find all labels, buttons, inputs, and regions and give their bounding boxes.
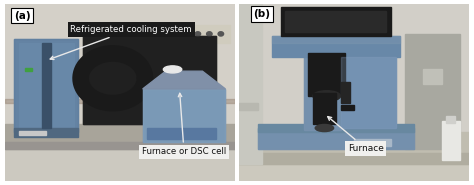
- Bar: [258, 128, 414, 149]
- Bar: [281, 7, 391, 36]
- Bar: [26, 68, 32, 71]
- Bar: [18, 131, 46, 135]
- Bar: [405, 34, 460, 149]
- Bar: [5, 142, 235, 149]
- Text: (a): (a): [14, 11, 30, 21]
- Bar: [42, 43, 51, 128]
- Bar: [83, 36, 216, 125]
- Bar: [258, 128, 414, 149]
- Bar: [147, 128, 216, 139]
- Bar: [18, 43, 73, 128]
- Ellipse shape: [164, 66, 182, 73]
- Text: Furnace: Furnace: [328, 117, 384, 153]
- Bar: [304, 30, 340, 130]
- Text: (b): (b): [253, 9, 270, 19]
- Bar: [272, 36, 400, 43]
- Bar: [308, 53, 345, 96]
- Circle shape: [207, 32, 212, 36]
- Bar: [340, 57, 396, 128]
- Bar: [239, 103, 258, 110]
- Bar: [239, 132, 469, 164]
- Bar: [313, 92, 336, 125]
- Bar: [258, 125, 414, 132]
- Bar: [14, 128, 78, 137]
- Bar: [340, 105, 354, 110]
- Bar: [143, 89, 226, 142]
- Bar: [340, 82, 350, 103]
- Bar: [5, 125, 235, 149]
- Bar: [239, 4, 469, 137]
- Circle shape: [195, 32, 201, 36]
- Polygon shape: [143, 71, 226, 89]
- Bar: [423, 69, 442, 84]
- Bar: [5, 99, 235, 103]
- Text: Refrigerated cooling system: Refrigerated cooling system: [50, 25, 192, 60]
- Text: Furnace or DSC cell: Furnace or DSC cell: [142, 93, 226, 157]
- Bar: [5, 4, 235, 128]
- Bar: [14, 39, 78, 132]
- Circle shape: [218, 32, 224, 36]
- Bar: [304, 30, 340, 130]
- Bar: [442, 121, 460, 160]
- Bar: [285, 11, 386, 32]
- Ellipse shape: [313, 91, 340, 101]
- Bar: [239, 4, 262, 164]
- Bar: [143, 89, 226, 142]
- Bar: [14, 39, 78, 132]
- Bar: [83, 36, 216, 125]
- Bar: [272, 36, 400, 57]
- Bar: [239, 153, 469, 164]
- Bar: [354, 139, 391, 146]
- Ellipse shape: [315, 125, 334, 132]
- Bar: [340, 57, 396, 128]
- Bar: [189, 25, 230, 43]
- Bar: [446, 116, 456, 123]
